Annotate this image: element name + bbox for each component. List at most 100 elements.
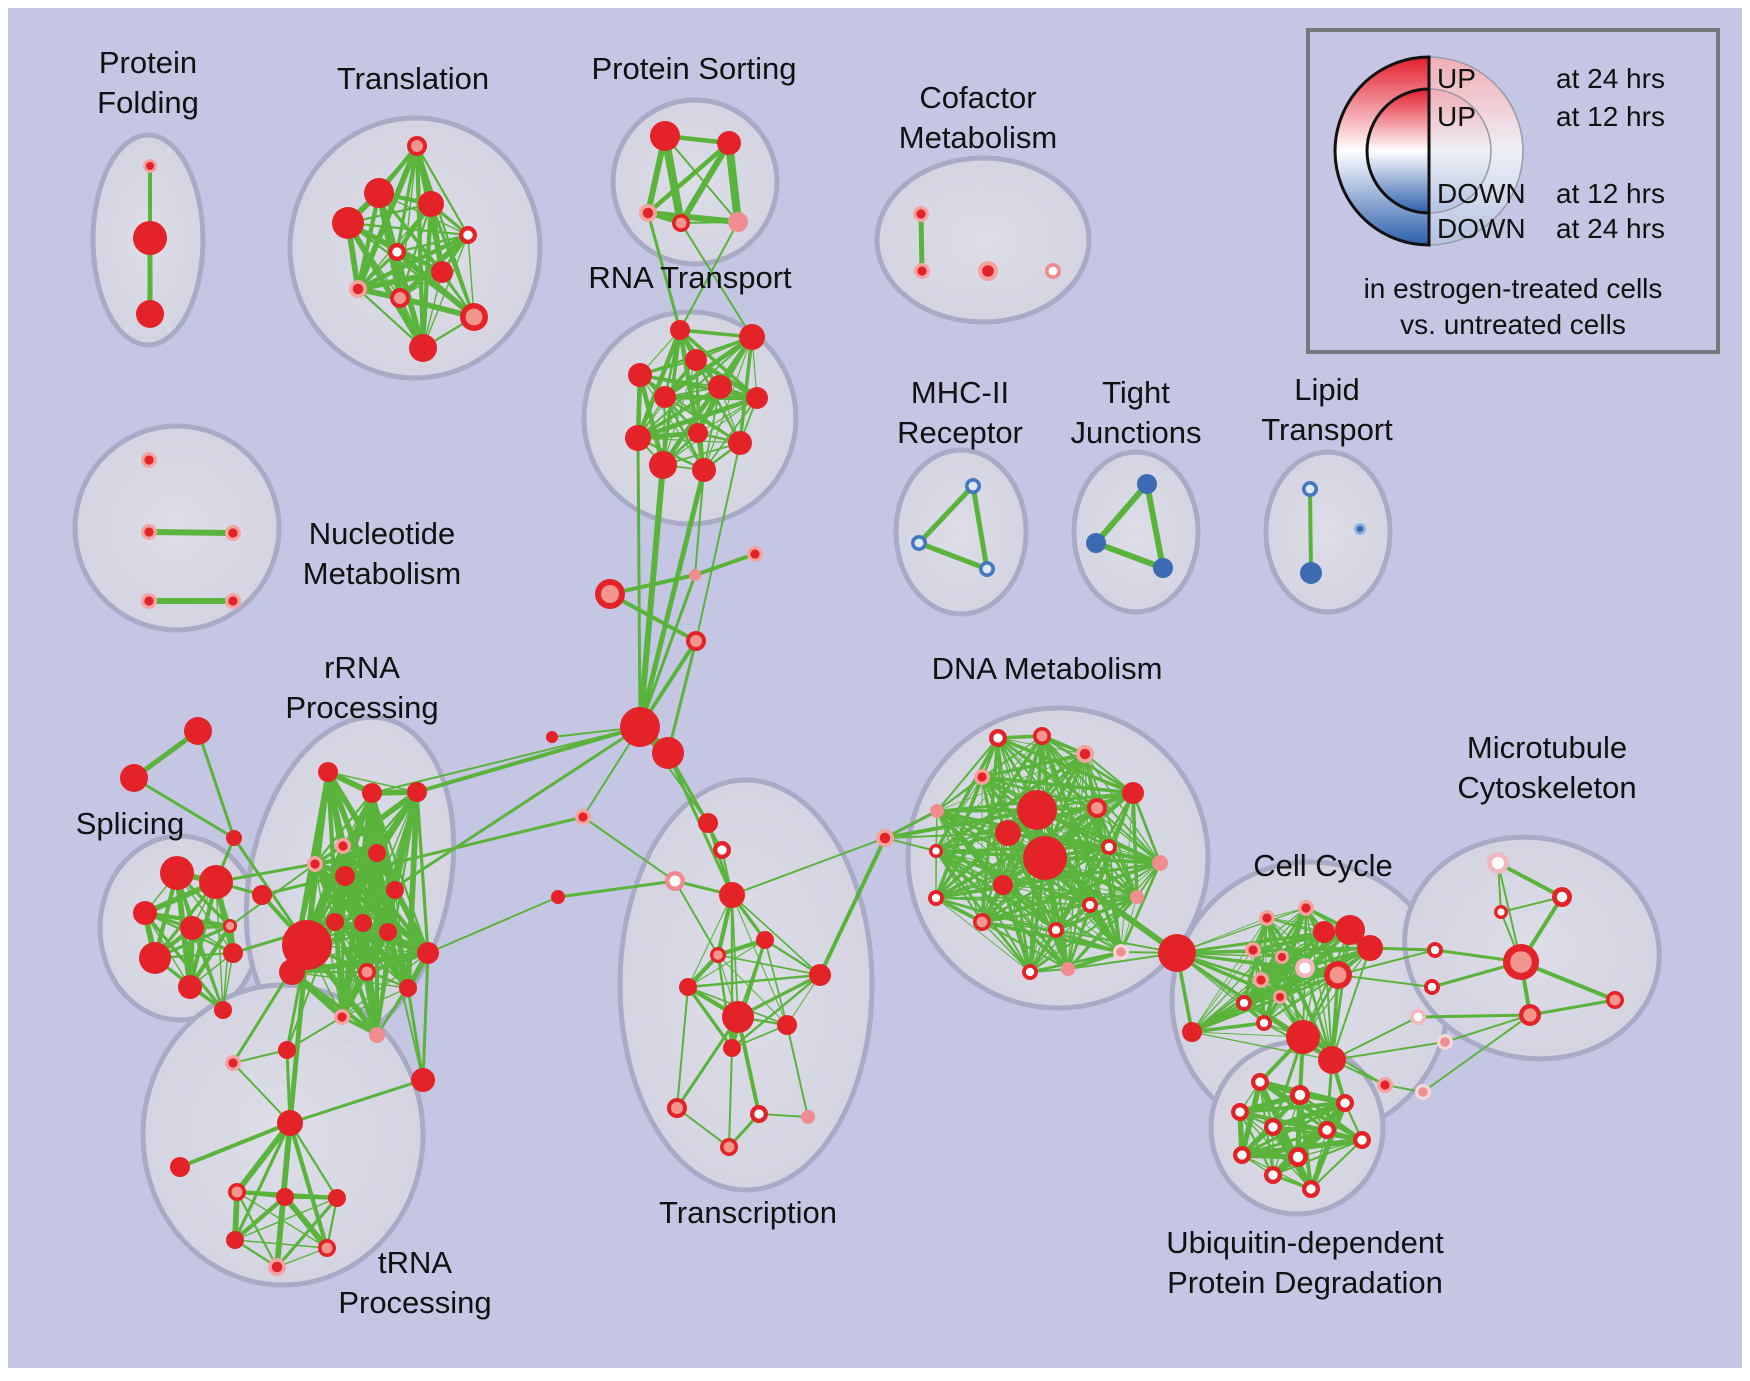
network-edge [1055,929,1122,953]
network-edge [884,832,1009,839]
node-nm3-core [144,596,154,606]
network-edge [1191,917,1268,1033]
node-tc2-core [669,875,681,887]
node-rr4-core [310,859,320,869]
node-dm16-core [1051,925,1061,935]
network-edge [678,328,759,400]
node-cn2-core [601,585,619,603]
node-tc10 [777,1015,797,1035]
network-edge [1029,904,1091,973]
node-cc17-core [1427,982,1437,992]
network-edge [703,386,721,471]
network-edge [674,880,719,956]
network-edge [1297,1139,1363,1158]
network-edge [355,190,382,292]
cluster-label-splicing-line1: Splicing [76,806,185,841]
node-tr4-core [463,230,473,240]
network-edge [676,1107,730,1148]
legend-time-2: at 12 hrs [1556,178,1665,209]
network-edge [1066,895,1139,971]
node-tn6-core [271,1261,283,1273]
node-dm18 [1130,890,1144,904]
network-edge [970,483,990,572]
node-tn2 [276,1188,294,1206]
network-edge [1500,896,1563,913]
network-edge [935,776,983,852]
node-sp4-core [225,921,235,931]
network-edge [356,287,425,350]
cluster-label-translation-line1: Translation [337,61,489,96]
network-edge [639,374,705,471]
node-cc9-core [1329,966,1347,984]
network-edge [635,327,683,441]
node-rr15 [369,1027,385,1043]
network-edge [736,1015,761,1116]
network-edge [980,752,1087,779]
node-cc13-core [1259,1018,1269,1028]
node-rt9 [728,431,752,455]
node-rt1 [739,324,765,350]
node-tnh [277,1110,303,1136]
node-mh2-core [982,564,992,574]
node-tc4-core [578,812,588,822]
node-tj0 [1137,474,1157,494]
node-tc12 [723,1039,741,1057]
node-pf0-core [145,161,155,171]
node-dm7 [1017,790,1057,830]
node-tc14-core [754,1109,764,1119]
node-cn1-core [750,549,760,559]
node-ub0-core [1255,1077,1265,1087]
network-edge [1190,1021,1266,1034]
cluster-label-nucleotide-metabolism-line1: Nucleotide [309,516,455,551]
network-edge [1096,807,1161,864]
network-edge [1119,861,1162,954]
node-hb2 [546,731,558,743]
network-edge [275,1196,339,1269]
cluster-label-cofactor-metabolism-line1: Cofactor [919,80,1036,115]
network-edge [1263,974,1339,1024]
node-tr9-core [465,308,483,326]
node-sp2 [133,901,157,925]
network-edge [730,973,822,1050]
network-edge [935,896,1138,899]
node-tc11 [809,964,831,986]
node-sp8 [214,1001,232,1019]
network-edge [703,397,758,471]
network-edge [415,725,642,794]
network-edge [693,552,757,577]
network-edge [660,334,755,468]
node-dm9 [995,820,1021,846]
cluster-label-transcription-line1: Transcription [659,1195,837,1230]
network-edge [1310,1129,1328,1190]
node-tc6 [756,931,774,949]
network-edge [1309,1138,1364,1191]
cluster-label-cell-cycle-line1: Cell Cycle [1253,848,1393,883]
network-edge [935,846,1110,899]
node-tc1-core [717,845,727,855]
network-edge [234,1197,338,1241]
network-edge [287,1120,330,1251]
network-edge [332,919,380,1038]
node-mh1-core [914,538,924,548]
legend-time-3: at 24 hrs [1556,213,1665,244]
cluster-label-rrna-processing-line2: Processing [285,690,438,725]
network-edge [1337,949,1436,976]
network-edge [637,372,666,468]
node-tc5 [551,890,565,904]
node-rr3-core [338,841,348,851]
node-dm3-core [977,772,987,782]
cluster-label-dna-metabolism-line1: DNA Metabolism [932,651,1163,686]
node-mt0-core [1491,856,1505,870]
network-edge [695,442,741,642]
network-edge [934,845,1111,853]
network-edge [394,249,477,320]
network-edge [556,879,677,899]
legend-direction-2: DOWN [1437,178,1526,209]
node-dm2-core [1079,748,1091,760]
node-nm1-core [144,527,154,537]
node-rr5 [335,866,355,886]
node-rt8 [688,423,708,443]
node-tn0 [170,1157,190,1177]
network-edge [679,221,739,331]
node-ub1-core [1294,1089,1306,1101]
